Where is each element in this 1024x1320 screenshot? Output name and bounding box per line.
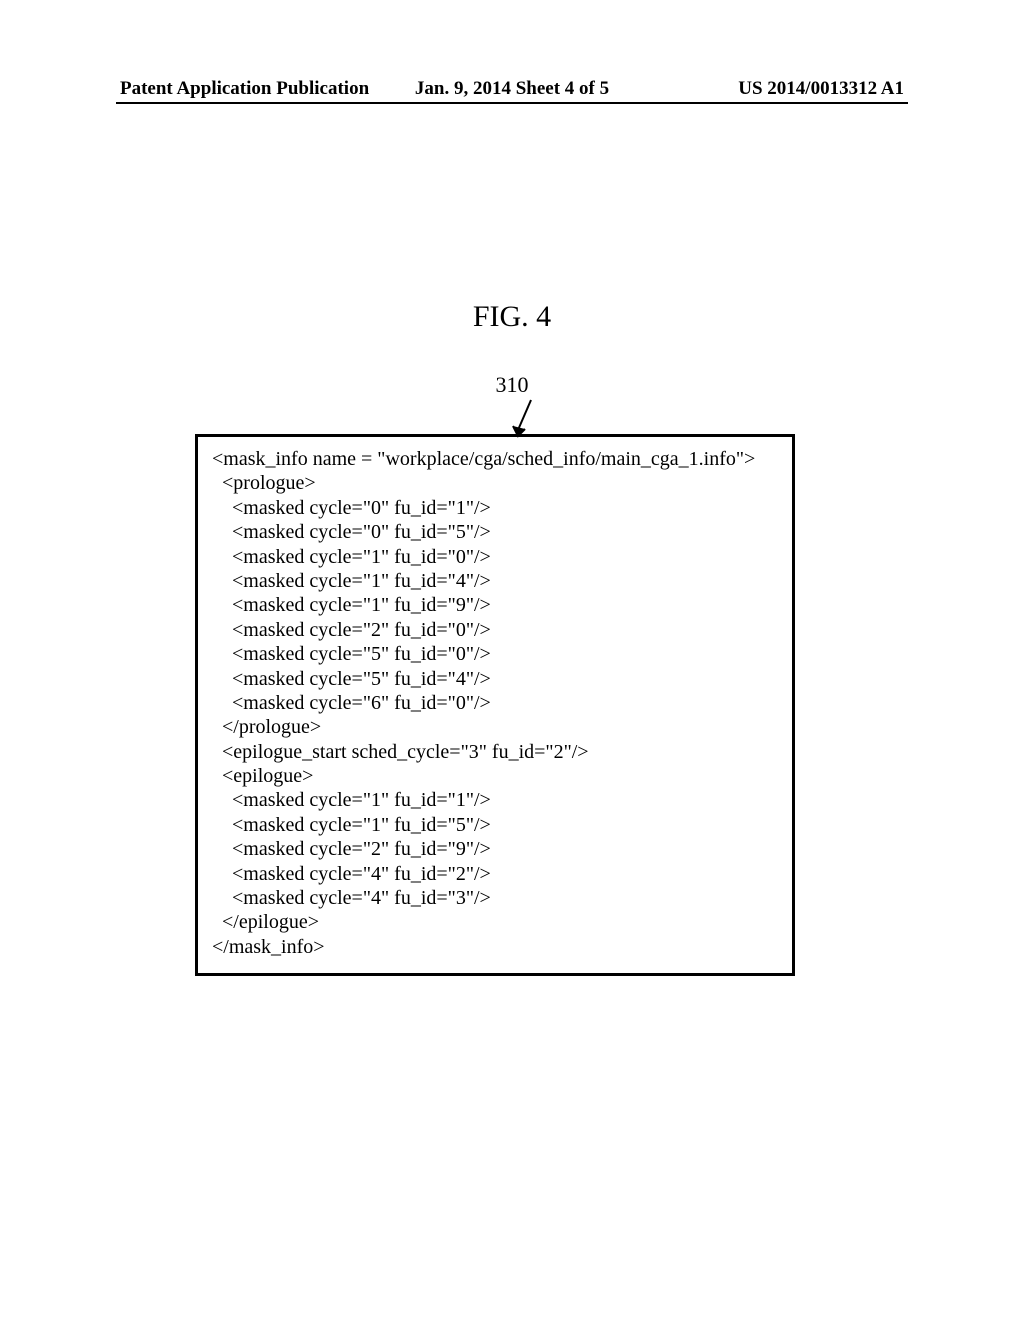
page-header: Patent Application Publication Jan. 9, 2… [120, 78, 904, 100]
figure-title: FIG. 4 [0, 300, 1024, 334]
code-listing: <mask_info name = "workplace/cga/sched_i… [212, 447, 778, 959]
code-listing-box: <mask_info name = "workplace/cga/sched_i… [195, 434, 795, 976]
arrow-icon [512, 398, 532, 434]
header-center: Jan. 9, 2014 Sheet 4 of 5 [415, 78, 609, 100]
figure-ref-number: 310 [496, 372, 529, 398]
header-left: Patent Application Publication [120, 78, 369, 100]
page: Patent Application Publication Jan. 9, 2… [0, 0, 1024, 1320]
header-right: US 2014/0013312 A1 [738, 78, 904, 100]
header-rule [116, 102, 908, 104]
